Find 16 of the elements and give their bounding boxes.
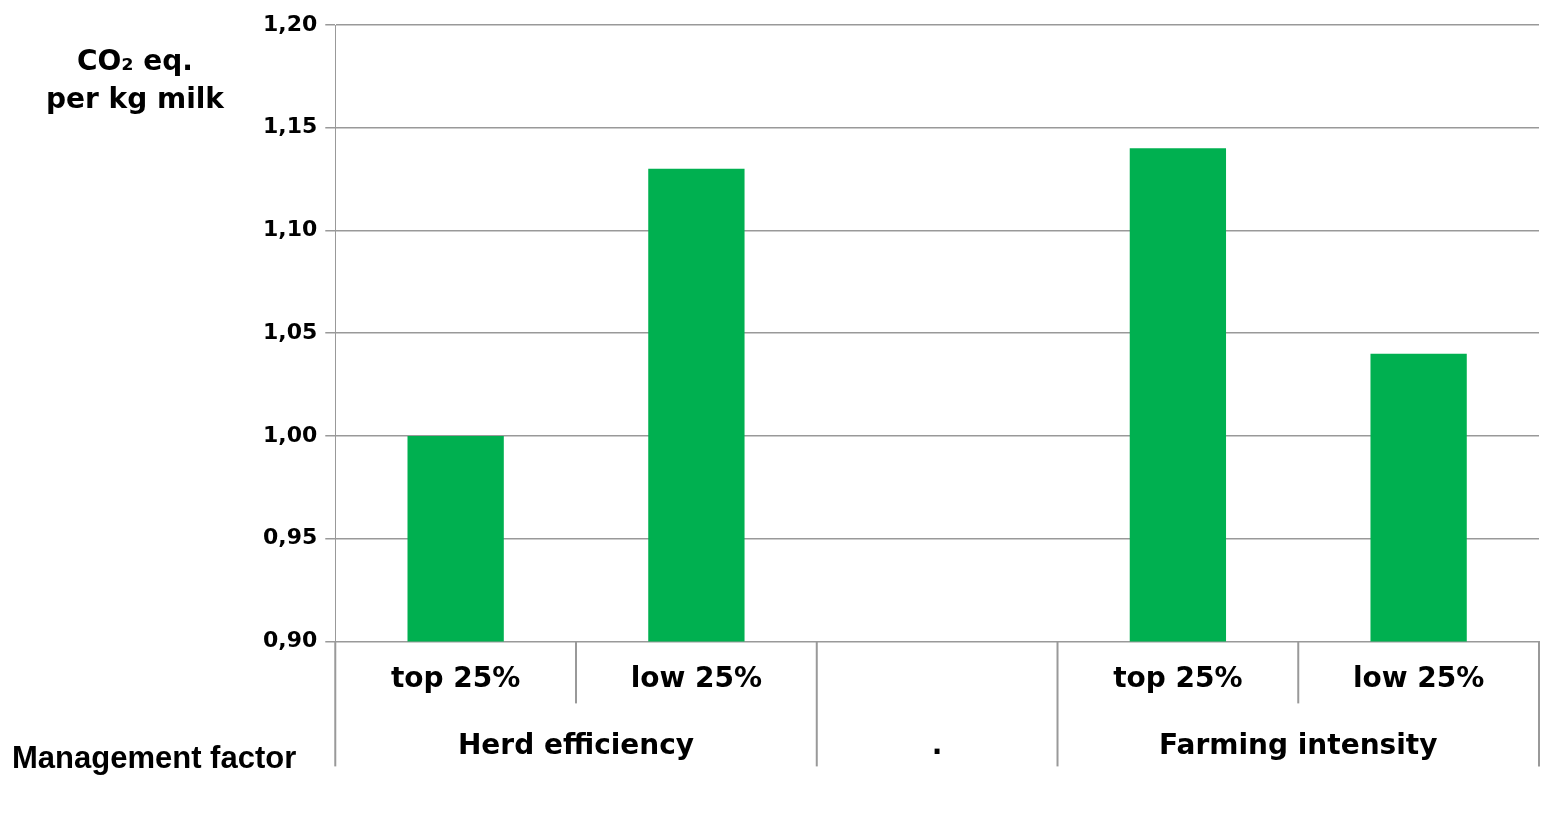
text: Farming intensity xyxy=(1159,727,1438,761)
text: Herd efficiency xyxy=(457,727,695,761)
x-tick-label: low 25% xyxy=(630,661,763,695)
x-tick-label: top 25% xyxy=(1113,661,1243,695)
x-axis-title: Management factor xyxy=(12,740,297,776)
y-tick-label: 1,15 xyxy=(263,113,318,139)
y-tick-label: 0,90 xyxy=(263,627,318,653)
y-tick-label: 0,95 xyxy=(263,524,318,550)
y-tick-label: 1,10 xyxy=(263,216,318,242)
x-tick-label: top 25% xyxy=(390,661,521,695)
text: . xyxy=(931,727,943,761)
y-tick-label: 1,05 xyxy=(263,318,318,344)
y-axis-title: CO₂ eq. per kg milk xyxy=(45,43,225,117)
y-tick-label: 1,00 xyxy=(263,421,318,447)
x-tick-label: low 25% xyxy=(1352,661,1485,695)
y-tick-label: 1,20 xyxy=(263,10,318,36)
